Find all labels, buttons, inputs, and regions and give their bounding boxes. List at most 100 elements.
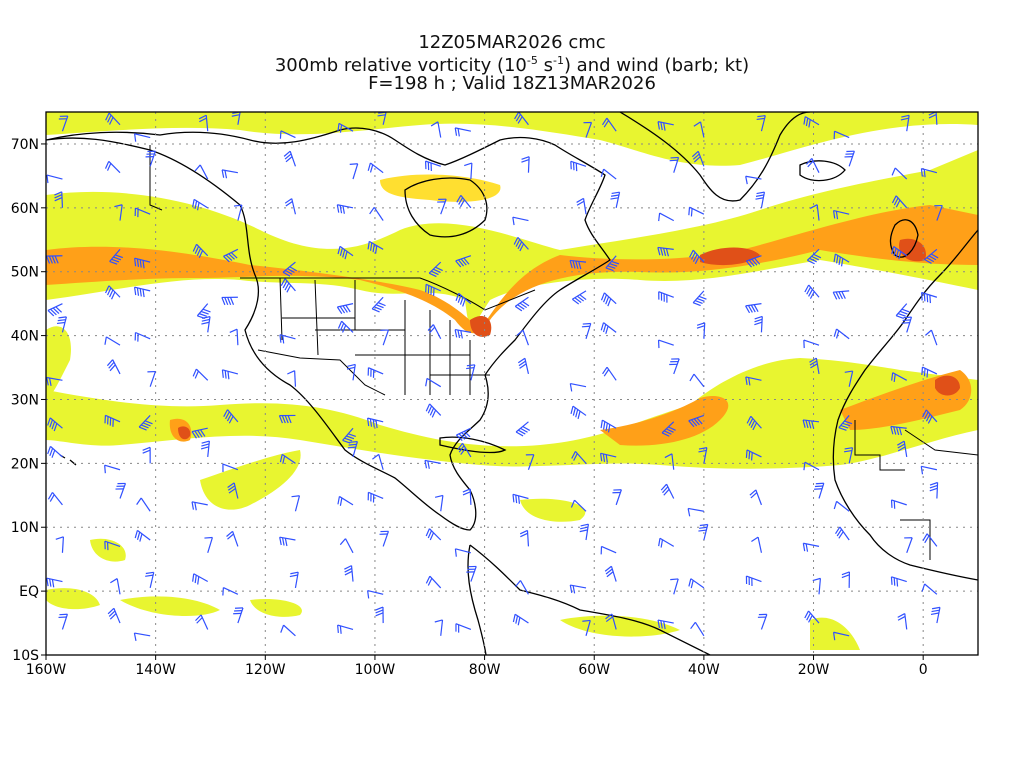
- wind-barb: [145, 571, 155, 589]
- wind-barb: [227, 482, 239, 499]
- wind-barb: [109, 248, 123, 265]
- wind-barb: [104, 160, 121, 174]
- wind-barb: [104, 540, 121, 551]
- wind-barb: [192, 573, 209, 585]
- wind-barb: [921, 583, 938, 595]
- wind-barb: [890, 425, 907, 436]
- wind-barb: [605, 255, 620, 272]
- wind-barb: [891, 372, 908, 383]
- coast-europe-africa: [832, 229, 978, 581]
- wind-barb: [602, 366, 617, 381]
- wind-barb: [891, 167, 908, 180]
- vorticity-patch-hudson: [380, 174, 501, 202]
- wind-barb: [58, 115, 69, 132]
- lat-tick-label: 30N: [11, 392, 39, 408]
- wind-barb: [114, 204, 123, 221]
- wind-barb: [516, 329, 530, 346]
- wind-barb: [455, 623, 472, 633]
- wind-barb: [279, 453, 296, 464]
- wind-barb: [688, 414, 705, 428]
- wind-barb: [115, 482, 127, 499]
- wind-barb: [107, 607, 121, 624]
- lat-tick-label: 40N: [11, 329, 39, 345]
- coast-iceland: [799, 160, 846, 182]
- wind-barb: [745, 175, 762, 185]
- wind-barb: [106, 359, 121, 375]
- wind-barb: [570, 499, 587, 512]
- wind-barb: [569, 259, 587, 270]
- wind-barb: [372, 453, 384, 470]
- wind-barb: [200, 440, 210, 458]
- wind-barb: [336, 303, 354, 315]
- wind-barb: [745, 255, 762, 268]
- wind-barb: [456, 427, 472, 441]
- lon-tick-label: 160W: [26, 662, 67, 678]
- wind-barb: [806, 248, 822, 265]
- wind-barb: [342, 427, 356, 444]
- wind-barb: [337, 624, 354, 634]
- wind-barb: [47, 417, 63, 432]
- wind-barb: [600, 545, 617, 555]
- wind-barb: [430, 121, 442, 138]
- wind-barb: [751, 536, 763, 553]
- wind-barb: [434, 494, 444, 512]
- wind-barb: [56, 316, 67, 333]
- wind-barb: [291, 495, 301, 512]
- wind-barb: [696, 322, 706, 339]
- wind-barb: [576, 197, 587, 215]
- wind-barb: [688, 578, 705, 589]
- wind-barb: [921, 291, 938, 304]
- wind-barb: [571, 450, 587, 464]
- wind-barb: [804, 610, 820, 624]
- lat-tick-label: 50N: [11, 265, 39, 281]
- wind-barb: [514, 580, 529, 595]
- wind-barb: [369, 207, 384, 221]
- wind-barb: [746, 415, 762, 431]
- wind-barb: [136, 497, 151, 512]
- wind-barb: [570, 405, 587, 420]
- wind-barb: [425, 377, 442, 388]
- wind-barb: [901, 316, 913, 333]
- wind-barb: [749, 489, 763, 506]
- wind-barb: [221, 296, 238, 306]
- border-us-canada: [240, 277, 536, 311]
- wind-barb: [600, 322, 617, 334]
- wind-barb: [844, 150, 855, 167]
- wind-barb: [605, 613, 617, 630]
- wind-barb: [657, 121, 674, 131]
- wind-barb: [601, 117, 617, 132]
- wind-barb: [920, 167, 938, 178]
- lat-tick-label: 10S: [12, 648, 39, 664]
- wind-barb: [46, 174, 63, 184]
- wind-barb: [229, 328, 239, 346]
- wind-barb: [427, 324, 442, 340]
- wind-barb: [757, 613, 768, 630]
- wind-barb: [838, 415, 853, 431]
- wind-barb: [201, 315, 211, 333]
- wind-barb: [104, 414, 121, 427]
- wind-barb: [658, 291, 674, 303]
- wind-barb: [279, 334, 296, 344]
- wind-barb: [513, 236, 529, 252]
- wind-barb: [904, 537, 913, 553]
- wind-barb: [371, 296, 386, 313]
- wind-barb: [930, 606, 941, 624]
- wind-barb: [283, 150, 297, 167]
- wind-barb: [226, 530, 239, 547]
- wind-barb: [105, 285, 121, 300]
- wind-barb: [604, 565, 617, 582]
- wind-barb: [669, 156, 680, 173]
- wind-barb: [658, 212, 675, 222]
- plot-frame: [45, 111, 979, 656]
- wind-barb: [289, 571, 299, 589]
- wind-barb: [437, 198, 447, 215]
- wind-barb: [833, 328, 850, 340]
- wind-barb: [897, 613, 908, 630]
- wind-barb: [660, 483, 675, 499]
- wind-barb: [610, 191, 621, 208]
- wind-barb: [755, 191, 766, 208]
- wind-barb: [456, 194, 472, 209]
- wind-barb: [688, 206, 705, 217]
- wind-barb: [466, 364, 476, 381]
- wind-barb: [367, 589, 384, 599]
